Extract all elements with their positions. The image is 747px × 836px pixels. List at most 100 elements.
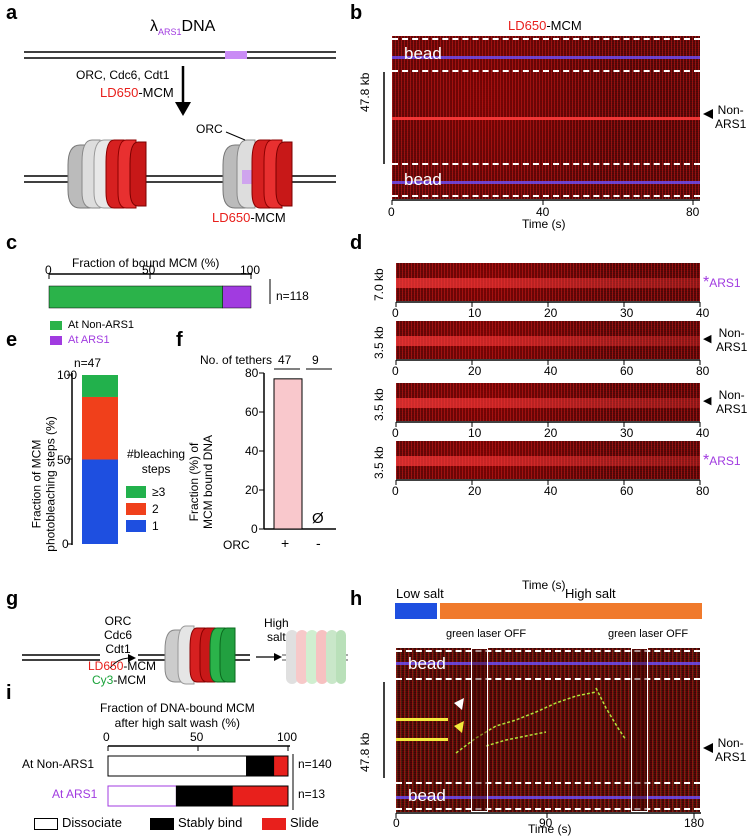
f-chart <box>259 372 336 530</box>
d-xtick: 60 <box>620 484 634 498</box>
d-xtick: 60 <box>620 364 634 378</box>
d-xtick: 40 <box>544 484 558 498</box>
d-length-label: 3.5 kb <box>372 388 386 421</box>
d-xtick: 0 <box>392 364 399 378</box>
i-bar-segment <box>107 755 248 777</box>
i-tick-1: 50 <box>190 730 204 744</box>
d-xtick: 10 <box>468 426 482 440</box>
d-site-label: *ARS1 <box>703 274 741 291</box>
panel-label-i: i <box>6 682 12 704</box>
d-site-label: Non- ARS1 <box>716 388 747 416</box>
orc-label: ORC <box>196 122 223 136</box>
d-xlabel: Time (s) <box>522 578 566 592</box>
c-legend-label-1: At ARS1 <box>68 334 110 346</box>
h-high-salt-label: High salt <box>565 586 616 601</box>
e-ytick-50: 50 <box>57 453 71 467</box>
h-low-salt-bar <box>395 603 437 619</box>
h-non-ars1-label: Non- ARS1 <box>715 736 747 764</box>
i-bar-segment <box>231 785 289 807</box>
mcm-label-top: LD650-MCM <box>100 85 174 100</box>
mcm-label-bottom: LD650-MCM <box>212 210 286 225</box>
d-xtick: 20 <box>544 426 558 440</box>
e-legend-title: #bleaching steps <box>127 447 186 476</box>
h-marker-arrow-icon <box>703 743 713 753</box>
i-legend-swatch-1 <box>150 818 174 830</box>
e-legend-swatch-0 <box>126 486 146 498</box>
e-ytick-0: 0 <box>62 537 69 551</box>
panel-b-scale <box>383 72 385 164</box>
b-xtick-0: 0 <box>388 205 395 219</box>
g-high-salt: High salt <box>264 616 289 644</box>
e-legend-label-1: 2 <box>152 502 159 516</box>
marker-arrow-icon <box>703 109 713 119</box>
kymograph-h: bead bead <box>396 648 700 812</box>
f-count-1: 9 <box>312 353 319 367</box>
panel-label-g: g <box>6 588 19 610</box>
i-legend-swatch-0 <box>34 818 58 830</box>
d-xtick: 30 <box>620 306 634 320</box>
i-tick-2: 100 <box>277 730 298 744</box>
d-xtick: 20 <box>468 484 482 498</box>
kymograph-b: bead bead <box>392 36 700 199</box>
e-n-label: n=47 <box>74 356 102 370</box>
h-high-salt-bar <box>440 603 702 619</box>
f-ytick: 60 <box>245 405 259 419</box>
e-legend-swatch-2 <box>126 520 146 532</box>
d-marker-arrow-icon: ◀ <box>703 395 712 407</box>
panel-label-b: b <box>350 2 363 24</box>
ars1-segment <box>225 51 247 59</box>
c-n-label: n=118 <box>276 289 309 303</box>
d-xtick: 20 <box>468 364 482 378</box>
h-laser-off-label-1: green laser OFF <box>446 628 527 640</box>
h-xaxis <box>395 812 701 818</box>
g-red-mcm-label: LD650-MCM <box>88 659 157 673</box>
d-site-label: *ARS1 <box>703 452 741 469</box>
h-bead-label-bottom: bead <box>408 786 446 805</box>
d-marker-arrow-icon: ◀ <box>703 333 712 345</box>
c-legend-swatch-0 <box>50 321 62 330</box>
c-bar-segment <box>48 285 223 309</box>
white-arrowhead-icon <box>454 698 464 710</box>
down-arrow-icon <box>175 102 191 116</box>
f-empty-symbol: Ø <box>312 510 324 527</box>
f-count-0: 47 <box>278 353 292 367</box>
e-legend-label-2: 1 <box>152 519 159 533</box>
i-row-label-0: At Non-ARS1 <box>22 757 95 771</box>
d-xtick: 20 <box>544 306 558 320</box>
f-ytick: 80 <box>245 366 259 380</box>
c-bar-segment <box>222 285 252 309</box>
panel-g-schematic <box>22 625 348 685</box>
f-ytick: 0 <box>251 522 258 536</box>
d-xtick: 40 <box>544 364 558 378</box>
panel-label-c: c <box>6 232 18 254</box>
h-xlabel: Time (s) <box>528 822 572 836</box>
bead-label-bottom: bead <box>404 170 442 189</box>
f-category-0: + <box>281 535 290 551</box>
h-laser-off-label-2: green laser OFF <box>608 628 689 640</box>
c-chart <box>48 273 271 309</box>
h-xtick-2: 180 <box>684 816 705 830</box>
i-legend-swatch-2 <box>262 818 286 830</box>
i-legend-label-2: Slide <box>290 815 319 830</box>
c-legend-swatch-1 <box>50 336 62 345</box>
i-n-label-1: n=13 <box>298 787 326 801</box>
yellow-arrowhead-icon <box>454 721 464 733</box>
e-bar-segment <box>82 396 118 460</box>
b-xlabel: Time (s) <box>522 217 566 231</box>
kymograph-d-row <box>396 321 700 359</box>
d-xaxis <box>395 479 701 485</box>
e-chart <box>67 373 118 545</box>
star-icon: * <box>703 452 710 469</box>
e-legend-label-0: ≥3 <box>152 485 166 499</box>
mcm-sliding-icon <box>282 630 348 684</box>
panel-label-d: d <box>350 232 363 254</box>
d-xaxis <box>395 359 701 365</box>
reagents-label: ORC, Cdc6, Cdt1 <box>76 68 170 82</box>
d-xtick: 30 <box>620 426 634 440</box>
d-xtick: 0 <box>392 426 399 440</box>
d-xtick: 0 <box>392 484 399 498</box>
i-chart <box>107 745 294 810</box>
mcm-red-green-complex-icon <box>164 625 236 685</box>
i-bar-segment <box>175 785 233 807</box>
e-bar-segment <box>82 459 118 544</box>
